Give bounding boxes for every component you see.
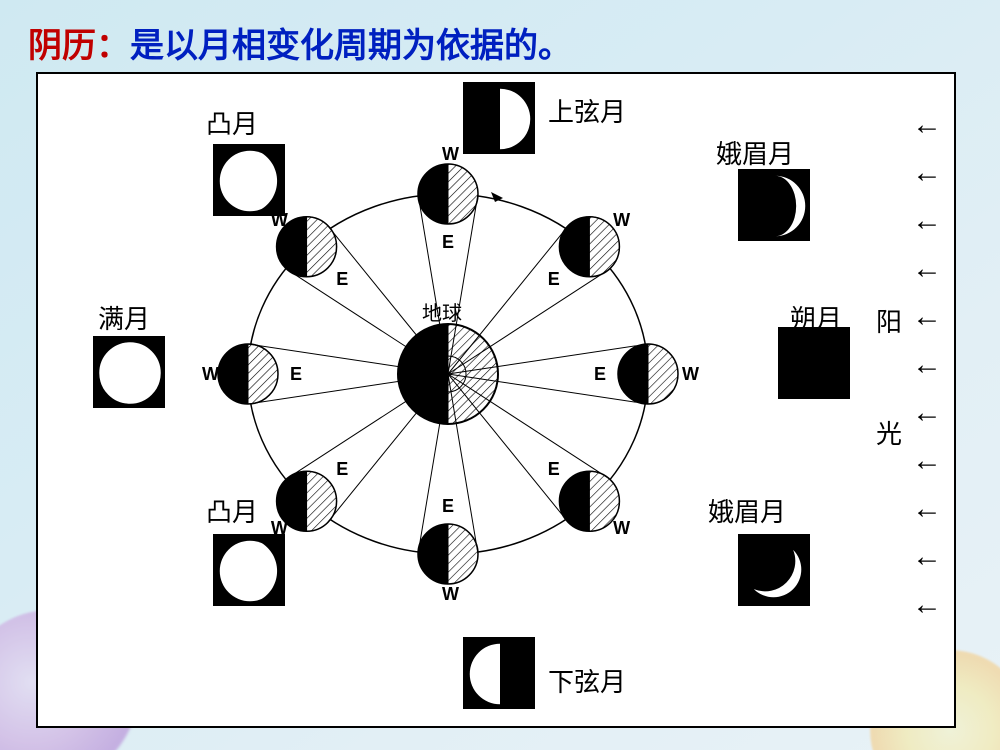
sunlight-arrow: ← (912, 162, 942, 184)
svg-text:E: E (594, 364, 606, 384)
phase-label: 娥眉月 (708, 492, 786, 529)
title-red: 阴历： (28, 28, 130, 65)
phase-label: 凸月 (206, 492, 258, 529)
phase-thumb (93, 336, 165, 408)
svg-text:E: E (336, 459, 348, 479)
moon-phase-diagram: 地球EWEWEWEWEWEWEWEW ←←←←←←←←←←← 阳 光 朔月娥眉月… (36, 72, 956, 728)
sunlight-arrows: ← ← ← ← ← ← ← ← ← ← ← (912, 114, 942, 616)
svg-text:E: E (336, 269, 348, 289)
sunlight-arrow: ← (912, 498, 942, 520)
phase-thumb (778, 327, 850, 399)
phase-thumb (213, 144, 285, 216)
svg-text:W: W (442, 144, 459, 164)
sunlight-arrow: ← (912, 258, 942, 280)
phase-thumb (463, 82, 535, 154)
sun-label-top: 阳 (876, 302, 902, 339)
svg-text:W: W (202, 364, 219, 384)
phase-thumb (463, 637, 535, 709)
sunlight-arrow: ← (912, 114, 942, 136)
phase-thumb (213, 534, 285, 606)
phase-label: 娥眉月 (716, 134, 794, 171)
svg-text:E: E (290, 364, 302, 384)
phase-label: 满月 (98, 299, 150, 336)
phase-label: 朔月 (790, 299, 842, 336)
sunlight-arrow: ← (912, 306, 942, 328)
phase-label: 下弦月 (548, 662, 626, 699)
sunlight-arrow: ← (912, 402, 942, 424)
phase-label: 上弦月 (548, 92, 626, 129)
svg-text:地球: 地球 (422, 302, 462, 325)
svg-text:W: W (682, 364, 699, 384)
svg-text:E: E (442, 496, 454, 516)
sunlight-arrow: ← (912, 450, 942, 472)
phase-thumb (738, 534, 810, 606)
svg-text:E: E (548, 459, 560, 479)
svg-text:W: W (442, 584, 459, 604)
svg-text:E: E (442, 232, 454, 252)
svg-text:W: W (613, 518, 630, 538)
phase-label: 凸月 (206, 104, 258, 141)
sunlight-arrow: ← (912, 210, 942, 232)
svg-text:W: W (613, 210, 630, 230)
svg-text:E: E (548, 269, 560, 289)
sunlight-arrow: ← (912, 594, 942, 616)
phase-thumb (738, 169, 810, 241)
sunlight-arrow: ← (912, 546, 942, 568)
orbit-svg: 地球EWEWEWEWEWEWEWEW (38, 74, 958, 730)
sunlight-arrow: ← (912, 354, 942, 376)
sun-label-bottom: 光 (876, 414, 902, 451)
title-blue: 是以月相变化周期为依据的。 (130, 28, 572, 65)
page-title: 阴历：是以月相变化周期为依据的。 (28, 18, 572, 67)
